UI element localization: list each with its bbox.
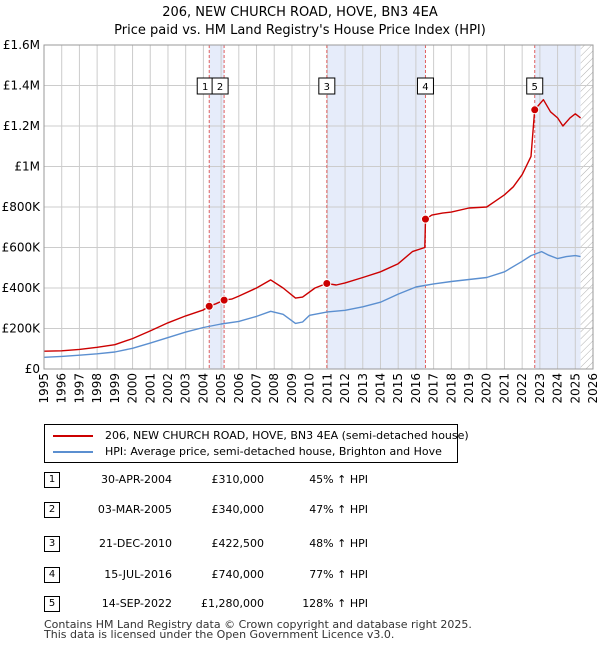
- x-tick-label: 2002: [161, 373, 175, 404]
- x-tick-label: 2011: [320, 373, 334, 404]
- x-tick-label: 2012: [338, 373, 352, 404]
- x-tick-label: 2015: [391, 373, 405, 404]
- table-row: 1 30-APR-2004 £310,000 45% ↑ HPI: [44, 472, 464, 488]
- x-tick-label: 2006: [232, 373, 246, 404]
- x-tick-label: 2013: [356, 373, 370, 404]
- title-line-2: Price paid vs. HM Land Registry's House …: [114, 23, 486, 38]
- x-tick-label: 2022: [515, 373, 529, 404]
- y-tick-label: £1.2M: [3, 119, 40, 133]
- x-tick-label: 2023: [533, 373, 547, 404]
- sale-point: [322, 278, 332, 288]
- sale-point: [420, 214, 430, 224]
- x-tick-label: 2009: [285, 373, 299, 404]
- x-tick-label: 1999: [108, 373, 122, 404]
- x-tick-label: 1998: [90, 373, 104, 404]
- x-tick-label: 1997: [72, 373, 86, 404]
- footer: Contains HM Land Registry data © Crown c…: [44, 618, 472, 641]
- x-tick-label: 2026: [586, 373, 600, 404]
- sale-number-box: [318, 77, 336, 95]
- footer-line-2: This data is licensed under the Open Gov…: [44, 628, 395, 641]
- transaction-hpi: 48% ↑ HPI: [309, 537, 368, 550]
- x-tick-label: 2003: [179, 373, 193, 404]
- sale-number-box: [526, 77, 544, 95]
- x-tick-label: 2004: [196, 373, 210, 404]
- price-chart: 1 2 3 4 5 £0 £200K £400K £600K £800K £1M £1.2M £1.4M…: [2, 38, 600, 404]
- sale-number-box: [416, 77, 434, 95]
- table-row: 3 21-DEC-2010 £422,500 48% ↑ HPI: [44, 536, 464, 552]
- transaction-price: £1,280,000: [201, 597, 264, 610]
- x-tick-label: 2014: [373, 373, 387, 404]
- x-tick-label: 2018: [444, 373, 458, 404]
- x-tick-label: 2010: [303, 373, 317, 404]
- y-tick-label: £600K: [2, 241, 42, 255]
- x-tick-label: 2020: [480, 373, 494, 404]
- sale-point: [204, 301, 214, 311]
- transaction-hpi: 128% ↑ HPI: [302, 597, 368, 610]
- x-tick-label: 2007: [250, 373, 264, 404]
- sale-number-label: 3: [324, 82, 330, 93]
- x-tick-label: 2024: [551, 373, 565, 404]
- transaction-price: £340,000: [211, 503, 265, 516]
- transaction-number: 4: [44, 567, 60, 583]
- x-tick-label: 2008: [267, 373, 281, 404]
- table-row: 4 15-JUL-2016 £740,000 77% ↑ HPI: [44, 567, 464, 583]
- hpi-line: [43, 250, 581, 358]
- x-tick-label: 1995: [37, 373, 51, 404]
- y-tick-label: £400K: [2, 281, 42, 295]
- y-tick-label: £800K: [2, 200, 42, 214]
- y-tick-label: £1.6M: [3, 38, 40, 52]
- transaction-number: 2: [44, 502, 60, 518]
- sale-point: [530, 105, 540, 115]
- y-tick-label: £1M: [14, 160, 40, 174]
- transaction-date: 03-MAR-2005: [97, 503, 172, 516]
- plot-frame: [43, 44, 594, 370]
- transaction-hpi: 45% ↑ HPI: [309, 473, 368, 486]
- x-tick-label: 2005: [214, 373, 228, 404]
- x-tick-label: 2017: [427, 373, 441, 404]
- transaction-hpi: 77% ↑ HPI: [309, 568, 368, 581]
- chart-title: 206, NEW CHURCH ROAD, HOVE, BN3 4EA Pric…: [0, 4, 600, 40]
- x-tick-label: 2025: [568, 373, 582, 404]
- y-tick-label: £0: [25, 362, 40, 376]
- transaction-date: 15-JUL-2016: [104, 568, 172, 581]
- transaction-date: 21-DEC-2010: [98, 537, 172, 550]
- legend-label-price: 206, NEW CHURCH ROAD, HOVE, BN3 4EA (sem…: [105, 429, 469, 442]
- legend-swatch-hpi: [53, 451, 93, 453]
- x-tick-label: 2021: [497, 373, 511, 404]
- legend: 206, NEW CHURCH ROAD, HOVE, BN3 4EA (sem…: [44, 424, 469, 463]
- sale-number-label: 5: [532, 82, 538, 93]
- y-tick-label: £200K: [2, 322, 42, 336]
- title-line-1: 206, NEW CHURCH ROAD, HOVE, BN3 4EA: [162, 5, 438, 20]
- footer-line-1: Contains HM Land Registry data © Crown c…: [44, 618, 472, 631]
- transaction-price: £422,500: [211, 537, 265, 550]
- transaction-date: 30-APR-2004: [100, 473, 172, 486]
- transaction-price: £740,000: [211, 568, 265, 581]
- transaction-hpi: 47% ↑ HPI: [309, 503, 368, 516]
- transaction-price: £310,000: [211, 473, 265, 486]
- sale-number-label: 4: [422, 82, 428, 93]
- x-tick-label: 2016: [409, 373, 423, 404]
- legend-swatch-price: [53, 435, 93, 437]
- sale-point: [219, 295, 229, 305]
- transaction-number: 5: [44, 596, 60, 612]
- table-row: 2 03-MAR-2005 £340,000 47% ↑ HPI: [44, 502, 464, 518]
- table-row: 5 14-SEP-2022 £1,280,000 128% ↑ HPI: [44, 596, 464, 612]
- x-tick-label: 2019: [462, 373, 476, 404]
- y-tick-label: £1.4M: [3, 79, 40, 93]
- x-tick-label: 1996: [55, 373, 69, 404]
- legend-label-hpi: HPI: Average price, semi-detached house,…: [105, 445, 442, 458]
- x-tick-label: 2001: [143, 373, 157, 404]
- sale-number-box: [211, 77, 229, 95]
- transaction-date: 14-SEP-2022: [101, 597, 172, 610]
- transaction-number: 3: [44, 536, 60, 552]
- sale-number-label: 1: [202, 82, 208, 93]
- x-tick-label: 2000: [126, 373, 140, 404]
- sale-number-label: 2: [217, 82, 223, 93]
- transaction-number: 1: [44, 472, 60, 488]
